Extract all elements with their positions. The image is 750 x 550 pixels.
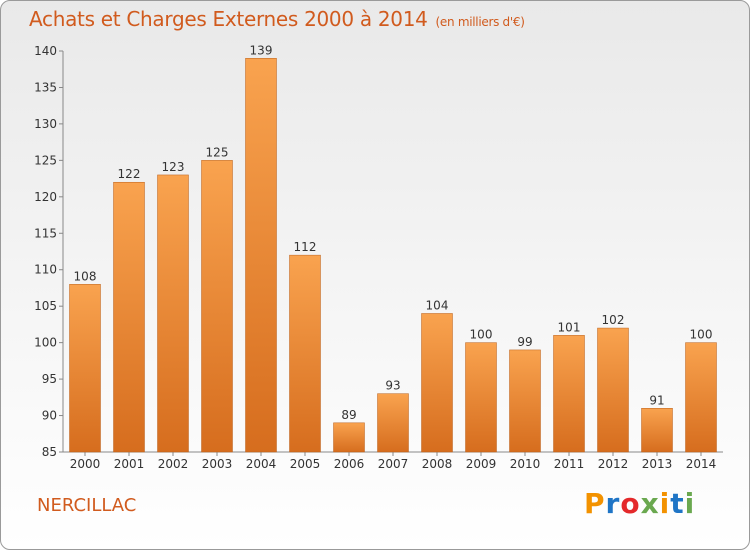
x-tick-label: 2011 [554,457,585,471]
logo-letter: P [584,487,606,520]
bar [553,335,585,453]
bar [641,408,673,453]
data-label: 139 [250,43,273,57]
bar [509,349,541,453]
town-name: NERCILLAC [37,495,137,516]
data-label: 112 [294,240,317,254]
bar [245,58,277,453]
chart-title: Achats et Charges Externes 2000 à 2014 [29,7,428,31]
y-tick-label: 125 [34,153,57,167]
bar [69,284,101,453]
data-label: 93 [385,379,400,393]
logo-letter: r [605,487,621,520]
y-tick-label: 130 [34,117,57,131]
data-label: 122 [118,167,141,181]
chart-unit: (en milliers d'€) [435,15,525,29]
y-tick-label: 110 [34,263,57,277]
y-tick-label: 100 [34,336,57,350]
bar [377,393,409,453]
y-tick-label: 140 [34,44,57,58]
y-tick-label: 115 [34,226,57,240]
x-tick-label: 2005 [290,457,321,471]
y-tick-label: 95 [42,372,57,386]
data-label: 101 [558,320,581,334]
x-tick-label: 2010 [510,457,541,471]
x-tick-label: 2006 [334,457,365,471]
y-tick-label: 90 [42,409,57,423]
y-tick-label: 135 [34,80,57,94]
x-tick-label: 2001 [114,457,145,471]
x-tick-label: 2008 [422,457,453,471]
data-label: 125 [206,145,229,159]
data-label: 89 [341,408,356,422]
x-tick-label: 2000 [70,457,101,471]
bar [201,160,233,453]
data-label: 123 [162,160,185,174]
logo-letter: i [684,487,696,520]
x-tick-label: 2009 [466,457,497,471]
x-tick-label: 2007 [378,457,409,471]
data-label: 104 [426,298,449,312]
logo-letter: t [670,487,685,520]
data-label: 102 [602,313,625,327]
bar [465,342,497,453]
bar [289,254,321,453]
bar [157,174,189,453]
data-label: 99 [517,335,532,349]
x-tick-label: 2002 [158,457,189,471]
x-tick-label: 2004 [246,457,277,471]
chart-title-line: Achats et Charges Externes 2000 à 2014 (e… [29,7,525,31]
y-tick-label: 85 [42,445,57,459]
data-label: 91 [649,393,664,407]
y-tick-label: 105 [34,299,57,313]
bar [597,327,629,453]
proxiti-logo[interactable]: Proxiti [584,487,695,520]
data-label: 100 [470,328,493,342]
x-tick-label: 2012 [598,457,629,471]
y-tick-label: 120 [34,190,57,204]
bar [333,422,365,453]
x-tick-label: 2014 [686,457,717,471]
logo-letter: x [640,487,660,520]
logo-letter: o [620,487,641,520]
data-label: 108 [74,269,97,283]
bar [113,181,145,453]
bar [685,342,717,453]
x-tick-label: 2003 [202,457,233,471]
bar [421,313,453,453]
logo-letter: i [659,487,671,520]
data-label: 100 [690,328,713,342]
x-tick-label: 2013 [642,457,673,471]
